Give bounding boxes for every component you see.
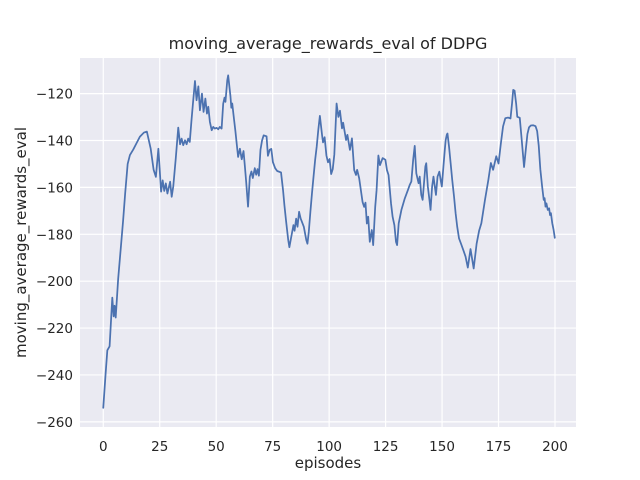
x-tick-label: 100: [316, 439, 342, 455]
x-tick-label: 50: [208, 439, 225, 455]
y-tick-label: −200: [36, 274, 73, 290]
y-tick-label: −120: [36, 87, 73, 103]
y-tick-label: −260: [36, 415, 73, 431]
series-line: [102, 74, 556, 409]
x-tick-label: 75: [264, 439, 281, 455]
x-tick-label: 125: [373, 439, 399, 455]
plot-area: [80, 58, 576, 427]
chart-title: moving_average_rewards_eval of DDPG: [169, 34, 488, 54]
y-tick-label: −220: [36, 321, 73, 337]
x-tick-label: 150: [429, 439, 455, 455]
x-axis-label: episodes: [295, 454, 362, 472]
x-tick-label: 0: [99, 439, 108, 455]
x-tick-label: 25: [151, 439, 168, 455]
x-tick-label: 200: [542, 439, 568, 455]
y-axis-label: moving_average_rewards_eval: [12, 127, 31, 358]
y-tick-label: −160: [36, 180, 73, 196]
y-tick-label: −140: [36, 134, 73, 150]
y-tick-label: −240: [36, 368, 73, 384]
x-tick-label: 175: [486, 439, 512, 455]
y-tick-label: −180: [36, 227, 73, 243]
